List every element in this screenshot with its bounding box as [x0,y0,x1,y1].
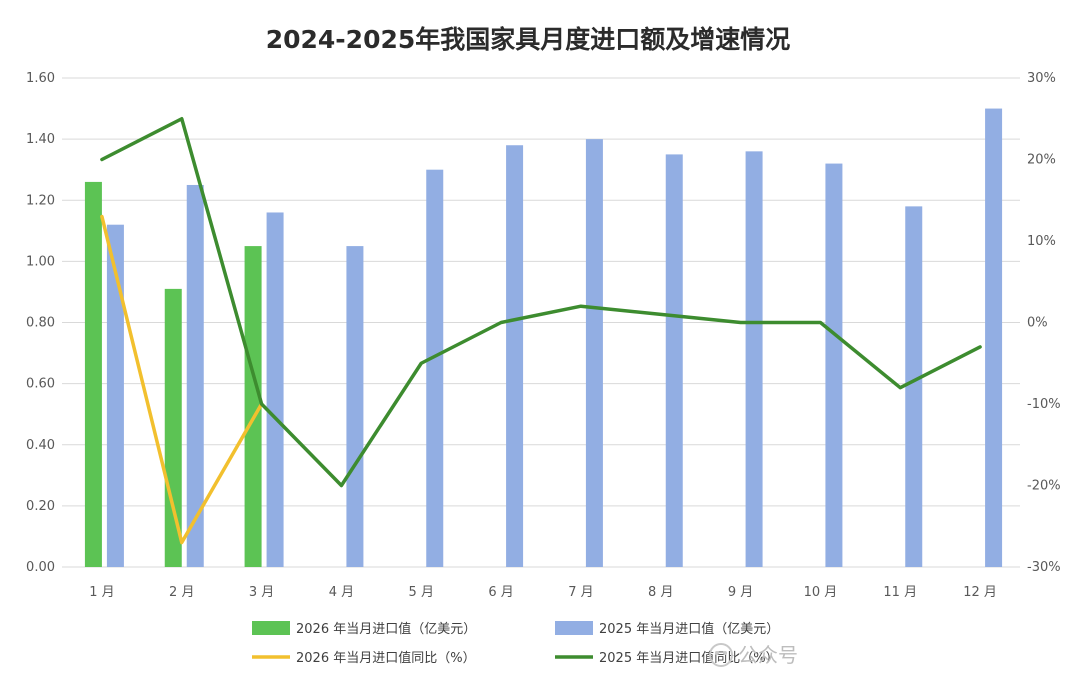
bar [585,139,603,567]
watermark-icon-dot [715,651,719,655]
legend-label: 2025 年当月进口值同比（%） [599,650,779,666]
x-tick-label: 8 月 [648,585,673,600]
x-tick-label: 12 月 [963,585,997,600]
watermark-text: 公众号 [738,643,798,667]
y-left-tick-label: 1.20 [26,193,55,208]
bar-layer [84,108,1003,568]
x-tick-label: 6 月 [488,585,513,600]
x-tick-label: 5 月 [409,585,434,600]
y-right-tick-label: 10% [1027,234,1056,249]
grid-layer [62,77,1020,568]
line-layer [100,117,982,545]
x-tick-label: 2 月 [169,585,194,600]
bar [825,163,843,567]
bar [346,246,364,567]
y-left-tick-label: 0.60 [26,377,55,392]
bar [905,206,923,568]
x-tick-label: 10 月 [804,585,838,600]
x-tick-label: 4 月 [329,585,354,600]
x-tick-label: 3 月 [249,585,274,600]
bar [244,246,262,567]
bar [106,224,124,567]
legend-label: 2026 年当月进口值（亿美元） [296,621,476,637]
bar [745,151,763,567]
x-tick-label: 1 月 [89,585,114,600]
y-left-tick-label: 0.40 [26,438,55,453]
y-right-tick-label: -30% [1027,560,1061,575]
watermark-icon-dot [723,651,727,655]
bar [266,212,284,567]
x-tick-label: 9 月 [728,585,753,600]
bar [426,169,444,567]
axis-layer: 0.00 0.20 0.40 0.60 0.80 1.00 1.20 1.40 1.60 -30%… [26,71,1061,600]
y-left-tick-label: 1.40 [26,132,55,147]
y-left-tick-label: 1.60 [26,71,55,86]
bar [985,108,1003,567]
y-left-tick-label: 0.00 [26,560,55,575]
x-tick-label: 11 月 [883,585,917,600]
legend-label: 2025 年当月进口值（亿美元） [599,621,779,637]
y-left-tick-label: 1.00 [26,254,55,269]
legend: 2026 年当月进口值（亿美元） 2025 年当月进口值（亿美元） 2026 年当月… [252,621,779,666]
y-right-tick-label: 0% [1027,316,1048,331]
chart-title: 2024-2025年我国家具月度进口额及增速情况 [266,25,791,54]
legend-swatch [252,621,290,635]
y-right-tick-label: -20% [1027,479,1061,494]
y-left-tick-label: 0.80 [26,316,55,331]
legend-swatch [555,621,593,635]
bar [84,181,102,567]
x-tick-label: 7 月 [568,585,593,600]
series-line [100,214,264,545]
legend-label: 2026 年当月进口值同比（%） [296,650,476,666]
bar [665,154,683,567]
bar [186,184,204,567]
watermark-icon [709,643,733,667]
series-line [100,117,982,488]
bar [506,145,524,568]
y-right-tick-label: 20% [1027,153,1056,168]
watermark: 公众号 [709,643,798,667]
y-right-tick-label: 30% [1027,71,1056,86]
y-right-tick-label: -10% [1027,397,1061,412]
y-left-tick-label: 0.20 [26,499,55,514]
